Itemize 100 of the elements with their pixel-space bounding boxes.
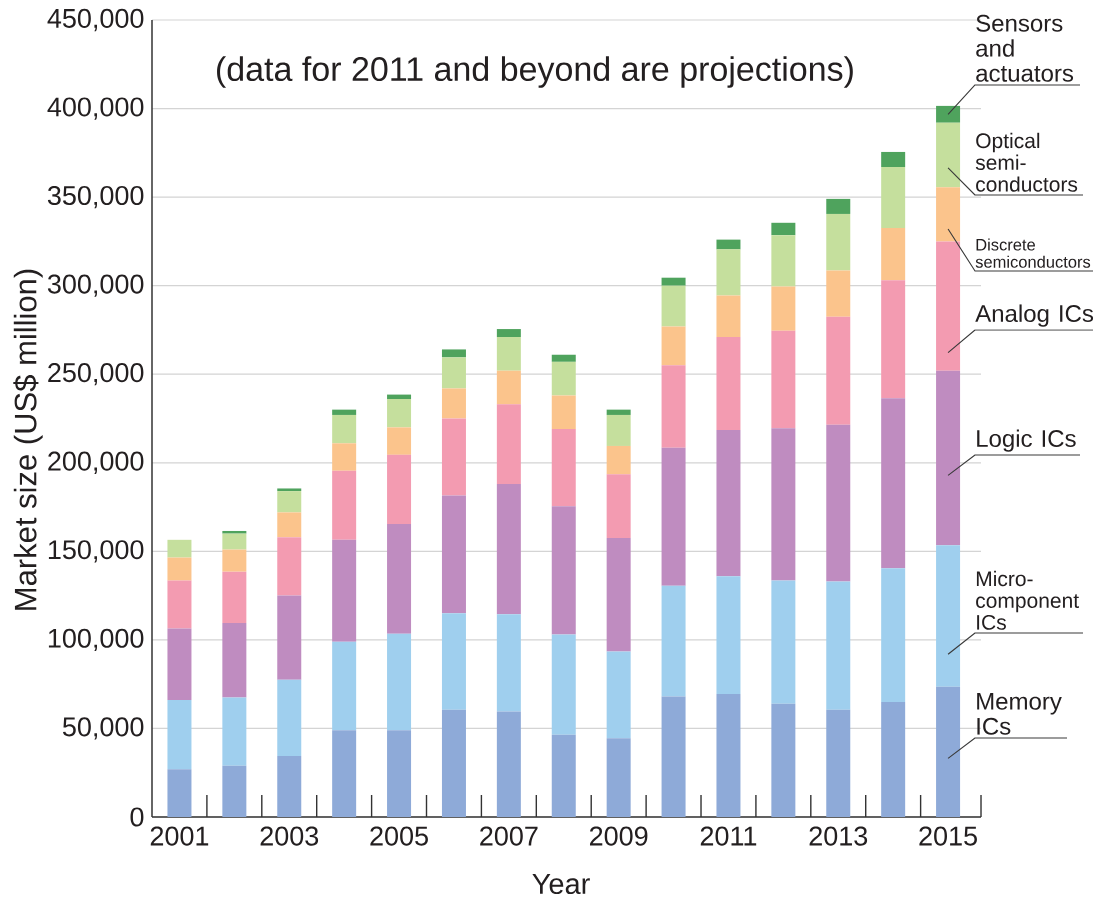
x-tick-label: 2013 xyxy=(809,826,868,846)
bar xyxy=(441,613,466,710)
bar xyxy=(496,404,521,485)
bar xyxy=(826,270,851,317)
bar xyxy=(332,414,357,444)
y-tick-label: 150,000 xyxy=(48,540,144,563)
bar xyxy=(881,228,906,281)
y-tick-label: 0 xyxy=(130,807,144,827)
x-tick-label: 2001 xyxy=(150,826,209,846)
bar xyxy=(441,709,466,817)
bar xyxy=(551,395,576,430)
bar xyxy=(826,316,851,425)
bar xyxy=(551,354,576,362)
bar xyxy=(826,709,851,817)
bar xyxy=(606,445,631,475)
bar xyxy=(771,235,796,287)
bar xyxy=(716,430,741,577)
bar xyxy=(222,549,247,572)
bar xyxy=(936,122,961,188)
bar xyxy=(277,595,302,680)
bar xyxy=(936,241,961,371)
bar xyxy=(661,285,686,327)
bar xyxy=(551,506,576,635)
bar xyxy=(332,641,357,731)
series-label: Micro-component ICs xyxy=(976,570,1079,630)
bar xyxy=(277,512,302,538)
bar xyxy=(277,491,302,513)
y-tick-label: 100,000 xyxy=(48,628,144,652)
bar xyxy=(606,651,631,739)
bar xyxy=(222,623,247,698)
x-tick-label: 2009 xyxy=(589,826,648,846)
series-label: Memory ICs xyxy=(977,693,1062,735)
bar xyxy=(716,249,741,296)
y-tick-label: 300,000 xyxy=(47,274,144,297)
bar xyxy=(661,447,686,586)
bar xyxy=(551,734,576,817)
bar xyxy=(277,488,302,492)
bar xyxy=(661,365,686,448)
bar xyxy=(277,537,302,596)
bar xyxy=(222,530,247,534)
bar xyxy=(716,239,741,250)
bar xyxy=(661,696,686,817)
bar xyxy=(551,429,576,507)
bar xyxy=(332,443,357,471)
bar xyxy=(167,557,192,581)
bar xyxy=(167,700,192,770)
bar xyxy=(496,329,521,338)
bar xyxy=(332,470,357,540)
bar xyxy=(441,418,466,496)
bar xyxy=(936,187,961,242)
bar xyxy=(606,538,631,652)
bar xyxy=(222,697,247,766)
bar xyxy=(716,337,741,431)
bar xyxy=(167,769,192,817)
bar xyxy=(277,679,302,756)
bar xyxy=(881,701,906,817)
bar xyxy=(441,388,466,419)
y-tick-label: 200,000 xyxy=(48,451,144,474)
y-tick-label: 350,000 xyxy=(47,185,144,209)
bar xyxy=(387,399,412,428)
y-tick-label: 250,000 xyxy=(48,363,144,386)
bar xyxy=(387,730,412,817)
bar xyxy=(606,474,631,539)
bar xyxy=(551,634,576,735)
bar xyxy=(716,693,741,817)
bar xyxy=(881,151,906,167)
bar xyxy=(826,198,851,214)
bar xyxy=(661,277,686,286)
bar xyxy=(771,286,796,331)
y-tick-label: 450,000 xyxy=(47,8,144,32)
y-tick-label: 50,000 xyxy=(62,717,144,740)
series-label: Discrete semiconductors xyxy=(975,238,1091,268)
bar xyxy=(936,105,961,123)
bar xyxy=(441,495,466,614)
bar xyxy=(387,633,412,731)
y-tick-label: 400,000 xyxy=(47,97,144,120)
bar xyxy=(936,686,961,817)
bar xyxy=(167,539,192,558)
bar xyxy=(771,580,796,704)
bar xyxy=(496,370,521,405)
bar xyxy=(387,523,412,634)
x-tick-label: 2011 xyxy=(700,826,757,846)
bar xyxy=(222,533,247,550)
x-tick-label: 2003 xyxy=(260,826,319,846)
annotation: (data for 2011 and beyond are projections) xyxy=(217,56,853,88)
bar xyxy=(661,585,686,697)
bar xyxy=(771,428,796,581)
bar xyxy=(826,424,851,582)
bar xyxy=(441,357,466,389)
x-tick-label: 2005 xyxy=(370,826,428,846)
bar xyxy=(441,349,466,358)
bar xyxy=(222,765,247,817)
bar xyxy=(661,326,686,366)
x-tick-label: 2015 xyxy=(919,826,977,846)
bar xyxy=(332,409,357,415)
bar xyxy=(222,571,247,624)
bar xyxy=(826,213,851,271)
series-label: Sensors and actuators xyxy=(976,14,1074,82)
series-label: Optical semi-conductors xyxy=(975,132,1078,192)
bar xyxy=(936,370,961,546)
